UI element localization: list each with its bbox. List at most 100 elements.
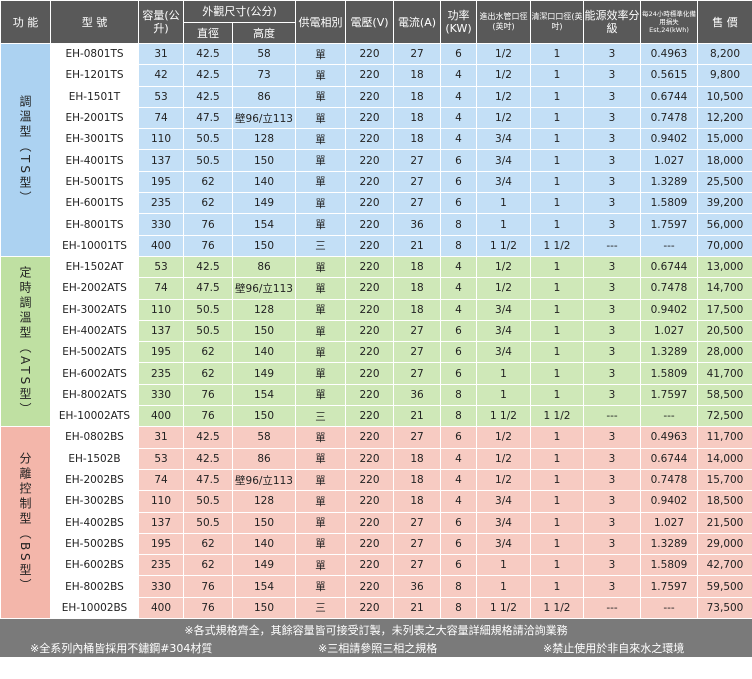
cell: 3 [583, 511, 641, 534]
header-cell: 售 價 [697, 0, 752, 44]
cell: 1/2 [476, 468, 531, 492]
cell: 壁96/立113 [232, 277, 296, 300]
model-cell: EH-1201TS [50, 64, 139, 87]
cell: 3 [583, 213, 641, 236]
cell: 3 [583, 298, 641, 321]
cell: 3 [583, 554, 641, 577]
cell: 單 [295, 42, 346, 66]
cell: 31 [138, 42, 184, 66]
cell: 1 1/2 [530, 405, 584, 428]
cell: 壁96/立113 [232, 468, 296, 492]
model-cell: EH-2002BS [50, 468, 139, 492]
header-cell: 電流(A) [393, 0, 441, 44]
cell: 1 [530, 383, 584, 407]
cell: 42.5 [183, 85, 233, 108]
table-row: EH-2001TS 74 47.5 壁96/立113 單 220 18 4 1/2 1 3 0.747… [1, 106, 752, 130]
cell: 4 [440, 128, 477, 151]
cell: 11,700 [697, 426, 752, 449]
cell: 1/2 [476, 447, 531, 470]
cell: 0.7478 [640, 468, 698, 492]
cell: 4 [440, 298, 477, 321]
footer-note: ※三相請參照三相之規格 [318, 642, 438, 656]
cell: 3 [583, 341, 641, 364]
cell: 18 [393, 128, 441, 151]
cell: 31 [138, 426, 184, 449]
cell: 4 [440, 447, 477, 470]
cell: 1 1/2 [476, 596, 531, 620]
model-cell: EH-10002BS [50, 596, 139, 620]
cell: 220 [345, 575, 394, 598]
cell: 62 [183, 362, 233, 385]
model-cell: EH-4001TS [50, 149, 139, 172]
cell: 76 [183, 383, 233, 407]
cell: 1 [476, 554, 531, 577]
cell: 1 [530, 106, 584, 130]
cell: 18 [393, 106, 441, 130]
cell: 76 [183, 234, 233, 257]
cell: 單 [295, 362, 346, 385]
cell: 59,500 [697, 575, 752, 598]
cell: 220 [345, 426, 394, 449]
cell: 單 [295, 468, 346, 492]
cell: 8 [440, 213, 477, 236]
header-cell: 電壓(V) [345, 0, 394, 44]
cell: 62 [183, 532, 233, 556]
cell: 單 [295, 85, 346, 108]
cell: 21 [393, 234, 441, 257]
cell: 18,500 [697, 490, 752, 513]
header-cell: 容量(公升) [138, 0, 184, 44]
cell: 220 [345, 554, 394, 577]
cell: 1/2 [476, 106, 531, 130]
cell: 220 [345, 106, 394, 130]
cell: 140 [232, 341, 296, 364]
table-row: EH-10002ATS 400 76 150 三 220 21 8 1 1/2 1 1/2 --- -… [1, 405, 752, 428]
cell: 137 [138, 511, 184, 534]
cell: 單 [295, 192, 346, 215]
cell: 1 [530, 532, 584, 556]
cell: 單 [295, 490, 346, 513]
cell: 0.6744 [640, 447, 698, 470]
cell: 128 [232, 298, 296, 321]
cell: 220 [345, 170, 394, 194]
cell: 3 [583, 85, 641, 108]
header-cell: 每24小時標準化備用損失Est,24(kWh) [640, 0, 698, 44]
cell: 4 [440, 255, 477, 279]
cell: 400 [138, 405, 184, 428]
cell: 47.5 [183, 468, 233, 492]
cell: 6 [440, 362, 477, 385]
cell: --- [640, 405, 698, 428]
cell: 1.027 [640, 149, 698, 172]
cell: 12,200 [697, 106, 752, 130]
cell: 0.6744 [640, 85, 698, 108]
cell: 單 [295, 170, 346, 194]
table-row: EH-8002ATS 330 76 154 單 220 36 8 1 1 3 1.7597 58,500 [1, 383, 752, 407]
cell: 1 [530, 319, 584, 343]
cell: 62 [183, 341, 233, 364]
cell: 1/2 [476, 426, 531, 449]
table-row: EH-1501T 53 42.5 86 單 220 18 4 1/2 1 3 0.6744 10,500 [1, 85, 752, 108]
cell: 4 [440, 277, 477, 300]
cell: --- [640, 234, 698, 257]
cell: 220 [345, 234, 394, 257]
cell: 21 [393, 596, 441, 620]
cell: 137 [138, 319, 184, 343]
cell: 27 [393, 149, 441, 172]
cell: 8 [440, 596, 477, 620]
cell: 1.027 [640, 511, 698, 534]
table-row: EH-4002BS 137 50.5 150 單 220 27 6 3/4 1 3 1.027 21,5… [1, 511, 752, 534]
cell: 220 [345, 42, 394, 66]
cell: 3/4 [476, 341, 531, 364]
cell: 17,500 [697, 298, 752, 321]
model-cell: EH-6002BS [50, 554, 139, 577]
cell: 18 [393, 447, 441, 470]
cell: 1.3289 [640, 341, 698, 364]
cell: 單 [295, 426, 346, 449]
model-cell: EH-2002ATS [50, 277, 139, 300]
cell: 18 [393, 255, 441, 279]
cell: 27 [393, 554, 441, 577]
table-row: EH-8002BS 330 76 154 單 220 36 8 1 1 3 1.7597 59,500 [1, 575, 752, 598]
table-row: EH-10001TS 400 76 150 三 220 21 8 1 1/2 1 1/2 --- --… [1, 234, 752, 257]
cell: 27 [393, 532, 441, 556]
cell: 單 [295, 128, 346, 151]
cell: 86 [232, 255, 296, 279]
